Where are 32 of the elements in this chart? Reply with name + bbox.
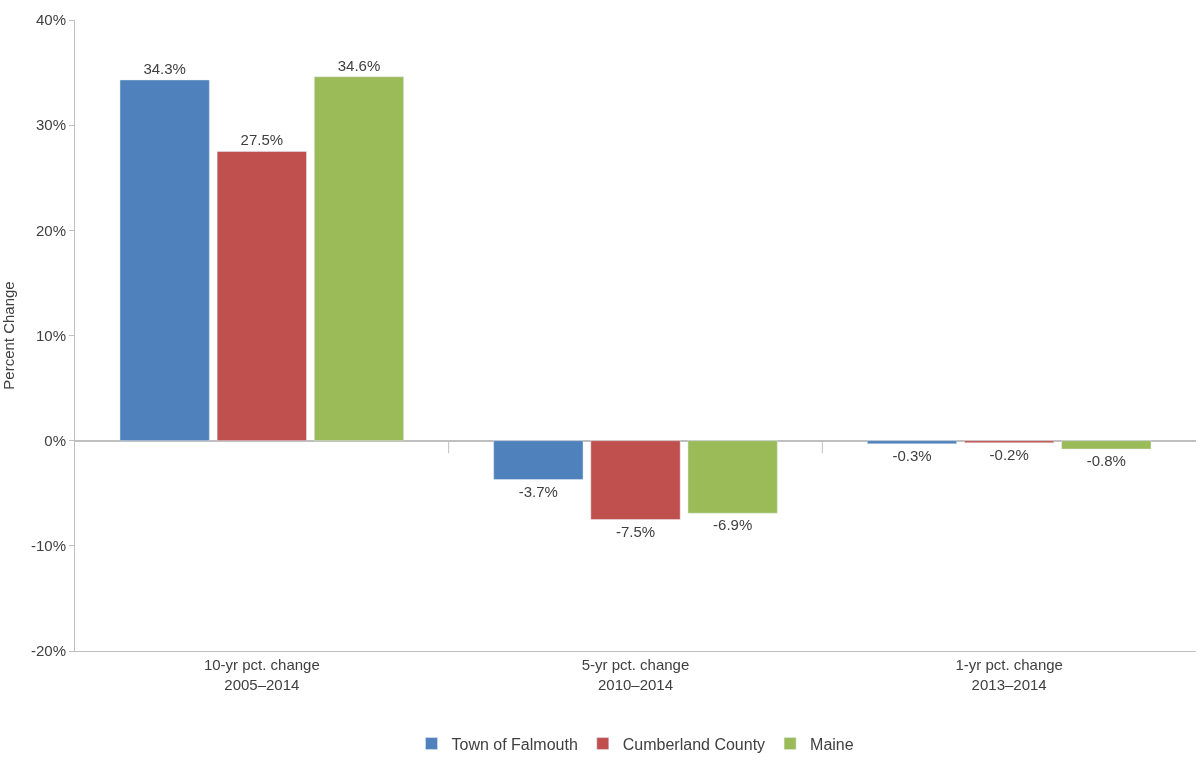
data-label: -3.7% [518, 482, 558, 500]
y-tick-label: 10% [35, 326, 66, 344]
bar [687, 440, 778, 514]
bar [216, 151, 307, 441]
y-tick-label: 30% [35, 116, 66, 134]
y-tick-label: 20% [35, 221, 66, 239]
data-label: 34.6% [337, 56, 381, 74]
data-label: 27.5% [240, 131, 284, 149]
y-axis-title: Percent Change [0, 281, 17, 390]
y-tick-label: -20% [30, 642, 66, 660]
data-label: -0.8% [1086, 452, 1126, 470]
y-tick-label: 0% [44, 431, 66, 449]
bar [867, 440, 957, 445]
data-label: -7.5% [615, 522, 656, 540]
data-label: -0.3% [892, 446, 932, 464]
data-label: 34.3% [143, 59, 186, 77]
x-tick-label: 1-yr pct. change 2013–2014 [955, 656, 1063, 693]
legend-label: Cumberland County [622, 735, 766, 753]
x-tick-label: 5-yr pct. change 2010–2014 [581, 656, 690, 693]
y-tick-label: 40% [35, 11, 66, 29]
bar [1061, 440, 1152, 450]
bar [964, 440, 1055, 444]
legend-label: Maine [810, 735, 854, 753]
bar [493, 440, 584, 480]
y-tick-label: -10% [30, 537, 66, 555]
x-tick-label: 10-yr pct. change 2005–2014 [203, 656, 320, 693]
bar [314, 76, 404, 441]
bar [119, 79, 210, 441]
legend-label: Town of Falmouth [451, 735, 578, 753]
data-label: -0.2% [989, 445, 1029, 463]
data-label: -6.9% [713, 516, 753, 534]
bar [590, 440, 681, 520]
